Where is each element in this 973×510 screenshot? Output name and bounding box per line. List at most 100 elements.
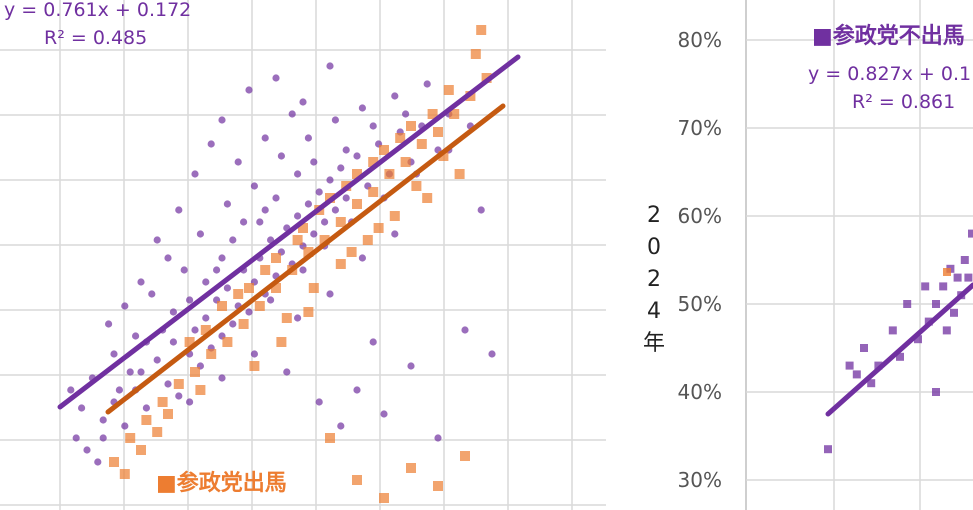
left-point-orange (136, 445, 146, 455)
left-point-purple (358, 104, 366, 112)
left-point-orange (335, 217, 346, 227)
left-point-orange (157, 397, 168, 407)
left-point-orange (454, 169, 465, 179)
left-point-purple (137, 368, 145, 376)
left-point-purple (186, 296, 194, 304)
left-point-purple (299, 98, 307, 106)
left-legend-orange: ■参政党出馬 (156, 470, 287, 496)
left-point-orange (319, 235, 330, 245)
left-point-purple (99, 416, 107, 424)
left-point-purple (358, 254, 366, 262)
left-point-purple (391, 230, 399, 238)
right-point-orange (943, 268, 951, 276)
left-point-purple (402, 110, 410, 118)
left-r-squared: R² = 0.485 (44, 27, 147, 49)
right-point-purple (896, 352, 904, 361)
left-point-purple (337, 164, 345, 172)
right-point-purple (921, 282, 930, 291)
left-point-orange (200, 325, 211, 335)
left-point-purple (234, 158, 242, 166)
left-point-purple (353, 152, 361, 160)
left-point-purple (310, 158, 318, 166)
left-point-orange (141, 415, 152, 425)
right-point-purple (903, 300, 912, 308)
left-point-purple (186, 398, 194, 406)
left-point-purple (369, 338, 377, 346)
left-point-purple (223, 284, 231, 292)
right-y-label-char: 4 (647, 299, 661, 324)
left-point-purple (202, 278, 210, 286)
left-point-orange (395, 133, 406, 143)
left-point-purple (175, 206, 183, 214)
right-point-purple (845, 361, 854, 370)
left-point-purple (326, 176, 334, 184)
left-equation: y = 0.761x + 0.172 (4, 0, 191, 21)
left-point-orange (352, 169, 362, 179)
left-point-purple (304, 200, 312, 208)
right-point-purple (942, 326, 951, 335)
left-point-purple (272, 194, 280, 202)
left-point-orange (352, 199, 362, 209)
left-point-purple (78, 404, 86, 412)
left-point-purple (83, 446, 91, 454)
left-point-purple (294, 212, 302, 220)
left-point-orange (233, 289, 244, 299)
left-point-orange (195, 385, 206, 395)
left-point-orange (346, 247, 357, 257)
left-point-orange (276, 337, 287, 347)
left-point-purple (299, 266, 307, 274)
left-point-purple (337, 422, 345, 430)
left-point-orange (438, 151, 449, 161)
left-point-orange (411, 181, 422, 191)
right-y-tick: 40% (678, 380, 722, 404)
left-point-purple (164, 380, 172, 388)
left-point-orange (206, 349, 217, 359)
right-point-purple (939, 282, 948, 291)
left-point-purple (121, 422, 129, 430)
left-point-orange (335, 259, 346, 269)
left-point-orange (470, 49, 481, 59)
left-point-purple (461, 326, 469, 334)
left-point-orange (303, 307, 314, 317)
left-chart-gridlines (0, 0, 606, 510)
left-point-purple (218, 254, 226, 262)
left-point-orange (271, 283, 281, 293)
left-point-orange (260, 265, 271, 275)
right-chart-title: ■参政党不出馬 (812, 23, 965, 49)
left-point-orange (303, 247, 314, 257)
left-point-purple (315, 188, 323, 196)
left-point-purple (202, 314, 210, 322)
right-y-label-char: 2 (647, 203, 661, 228)
right-y-label-char: 0 (647, 235, 661, 260)
left-point-purple (353, 386, 361, 394)
left-point-purple (229, 320, 237, 328)
left-point-purple (191, 170, 199, 178)
left-point-purple (121, 302, 129, 310)
right-y-tick: 60% (678, 204, 722, 228)
left-point-orange (222, 337, 233, 347)
left-point-purple (132, 332, 140, 340)
right-y-label-char: 2 (647, 267, 661, 292)
left-point-purple (331, 116, 339, 124)
left-point-purple (99, 434, 107, 442)
right-y-tick: 80% (678, 28, 722, 52)
left-point-purple (105, 320, 113, 328)
left-point-purple (213, 266, 221, 274)
left-point-purple (294, 314, 302, 322)
left-point-orange (249, 361, 260, 371)
left-point-purple (229, 236, 237, 244)
left-point-orange (244, 283, 254, 293)
left-point-purple (250, 350, 258, 358)
left-point-orange (368, 157, 379, 167)
left-point-purple (272, 74, 280, 82)
left-point-orange (271, 253, 281, 263)
left-point-orange (384, 169, 395, 179)
right-y-label-char: 年 (643, 331, 665, 356)
left-point-purple (169, 308, 177, 316)
left-point-purple (115, 386, 123, 394)
left-point-purple (245, 86, 253, 94)
right-chart-y-ticks: 30% 40% 50% 60% 70% 80% (678, 28, 722, 492)
left-point-orange (379, 145, 389, 155)
left-point-purple (218, 116, 226, 124)
